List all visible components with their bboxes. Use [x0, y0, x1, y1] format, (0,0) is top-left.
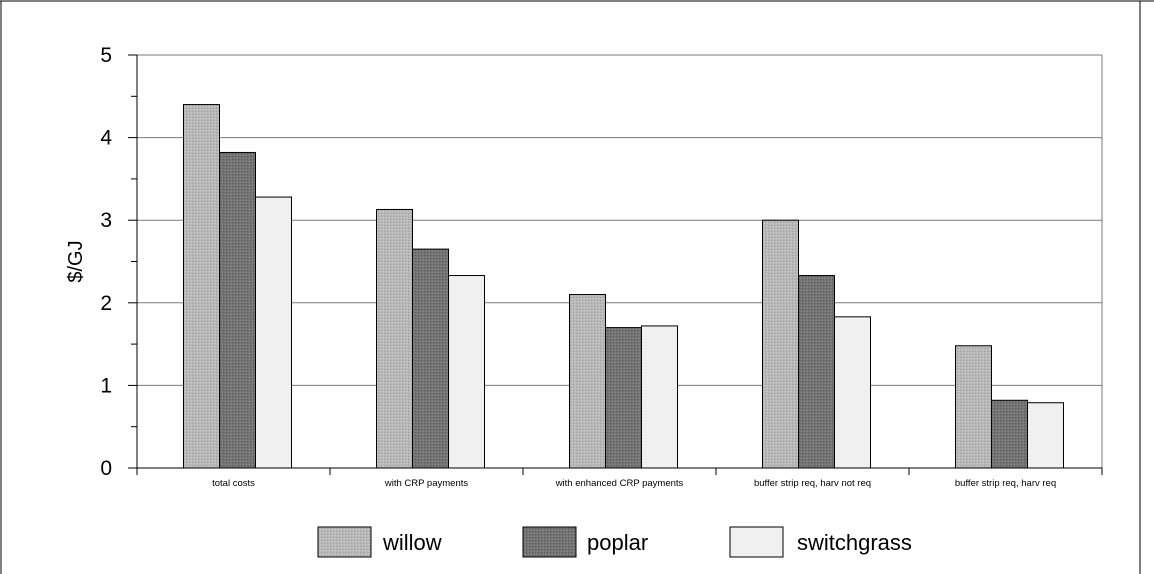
y-tick-label-5: 5	[100, 44, 112, 67]
y-tick-label-2: 2	[100, 292, 112, 315]
bar-poplar-2	[605, 327, 642, 469]
category-label-0: total costs	[212, 478, 255, 489]
y-tick-label-1: 1	[100, 374, 112, 397]
bar-switchgrass-2	[641, 325, 678, 469]
y-axis-title: $/GJ	[65, 240, 87, 282]
y-tick-label-4: 4	[100, 127, 112, 150]
bar-switchgrass-1	[448, 275, 485, 469]
bar-poplar-3	[798, 275, 835, 469]
legend: willow poplar switchgrass	[317, 526, 912, 558]
bar-willow-2	[569, 294, 606, 469]
bar-willow-1	[376, 208, 413, 469]
bar-switchgrass-3	[834, 316, 871, 469]
bar-willow-4	[955, 345, 992, 469]
legend-swatch-willow	[317, 526, 372, 558]
category-label-4: buffer strip req, harv req	[955, 478, 1056, 489]
bar-willow-3	[762, 219, 799, 469]
bar-willow-0	[183, 104, 220, 469]
legend-label-switchgrass: switchgrass	[797, 530, 912, 555]
bar-poplar-0	[219, 151, 256, 469]
legend-label-poplar: poplar	[587, 530, 648, 555]
category-label-3: buffer strip req, harv not req	[754, 478, 871, 489]
legend-swatch-switchgrass	[729, 526, 784, 558]
legend-swatch-poplar	[522, 526, 577, 558]
y-tick-label-3: 3	[100, 209, 112, 232]
y-tick-label-0: 0	[100, 457, 112, 480]
axes-layer	[128, 54, 1103, 475]
bar-switchgrass-0	[255, 196, 292, 469]
bar-poplar-4	[991, 399, 1028, 469]
legend-label-willow: willow	[382, 530, 442, 555]
bar-switchgrass-4	[1027, 402, 1064, 469]
category-label-1: with CRP payments	[384, 478, 468, 489]
bars-layer	[183, 104, 1064, 469]
labels-layer: total costs with CRP payments with enhance…	[65, 44, 1056, 489]
category-label-2: with enhanced CRP payments	[555, 478, 684, 489]
grid-layer	[137, 54, 1103, 468]
bar-poplar-1	[412, 248, 449, 469]
